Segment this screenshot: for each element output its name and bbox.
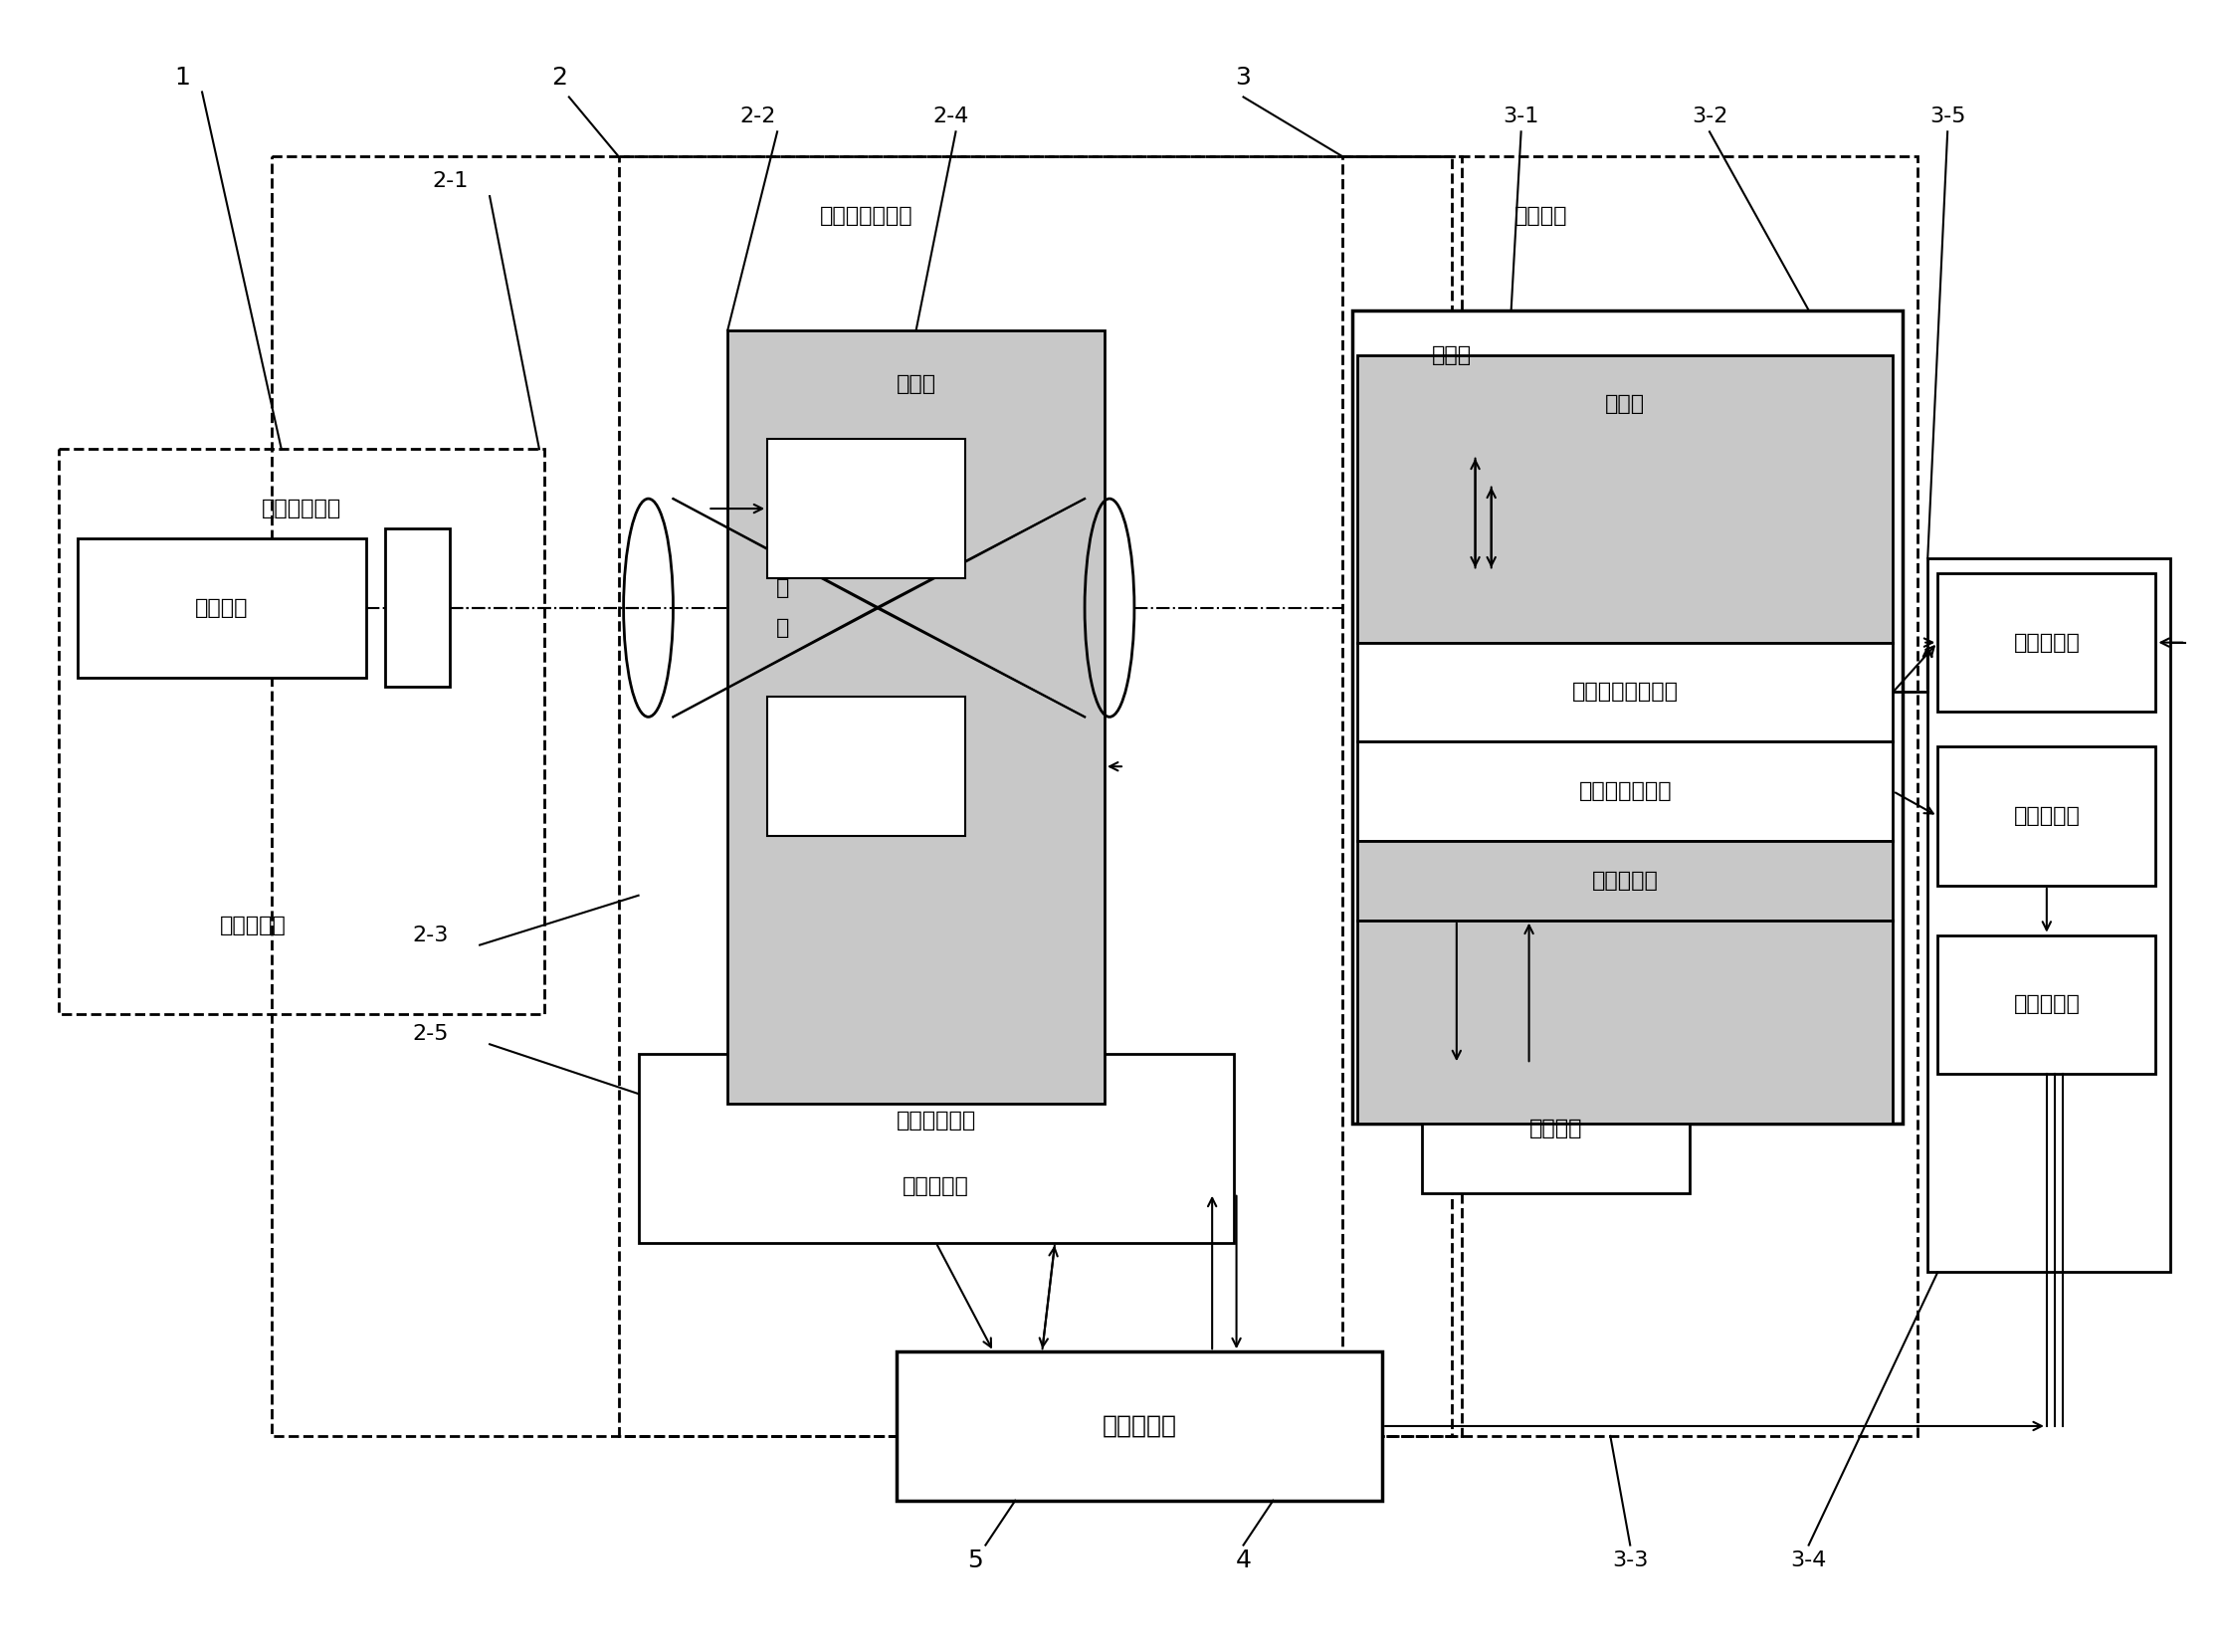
Text: 5: 5	[967, 1548, 983, 1573]
Text: 1: 1	[175, 64, 191, 89]
Text: 计算机系统: 计算机系统	[1103, 1414, 1176, 1437]
Text: 激光光源: 激光光源	[195, 598, 249, 618]
Text: 标准衰减器: 标准衰减器	[220, 915, 286, 935]
Bar	[728, 330, 1105, 1104]
Bar	[1358, 841, 1893, 920]
Bar	[768, 697, 965, 836]
Text: 数字电压表: 数字电压表	[2013, 995, 2079, 1014]
Bar	[1358, 742, 1893, 841]
Text: 待标定激光能量计: 待标定激光能量计	[1571, 682, 1678, 702]
Text: 和控制电路: 和控制电路	[903, 1176, 970, 1196]
Text: 快速光电探测器: 快速光电探测器	[1578, 781, 1671, 801]
Text: 驱动电路: 驱动电路	[1529, 1118, 1582, 1138]
Bar	[58, 449, 544, 1014]
Bar	[386, 529, 450, 687]
Text: 3-2: 3-2	[1691, 107, 1729, 127]
Bar	[1351, 311, 1904, 1123]
Text: 屏蔽罩: 屏蔽罩	[1431, 345, 1471, 365]
Text: 陷阱探测器: 陷阱探测器	[1591, 871, 1658, 890]
Text: 2-5: 2-5	[413, 1024, 448, 1044]
Text: 3-4: 3-4	[1791, 1550, 1826, 1569]
Text: 光: 光	[777, 578, 790, 598]
Bar	[1928, 558, 2170, 1272]
Bar	[1358, 643, 1893, 742]
Text: 标准激光光源: 标准激光光源	[262, 499, 342, 519]
Bar	[1422, 1064, 1689, 1193]
Text: 3-5: 3-5	[1928, 107, 1966, 127]
Text: 直流电机驱动: 直流电机驱动	[896, 1110, 976, 1130]
Text: 阑: 阑	[777, 618, 790, 638]
Bar	[1342, 157, 1917, 1436]
Text: 2-3: 2-3	[413, 925, 448, 945]
Bar	[619, 157, 1451, 1436]
Bar	[1358, 355, 1893, 643]
Text: 保护罩: 保护罩	[896, 375, 936, 395]
Text: 3: 3	[1236, 64, 1252, 89]
Text: 2-4: 2-4	[932, 107, 970, 127]
Text: 3-1: 3-1	[1502, 107, 1540, 127]
Text: 直流放大器: 直流放大器	[2013, 806, 2079, 826]
Bar	[1358, 920, 1893, 1123]
Text: 测量组件: 测量组件	[1513, 206, 1567, 226]
Bar	[1937, 573, 2157, 712]
Text: 数字示波器: 数字示波器	[2013, 633, 2079, 653]
Text: 3-3: 3-3	[1611, 1550, 1649, 1569]
Bar	[896, 1351, 1382, 1500]
Bar	[639, 1054, 1234, 1242]
Text: 4: 4	[1236, 1548, 1252, 1573]
Text: 2-1: 2-1	[433, 172, 468, 192]
Text: 平移台: 平移台	[1604, 395, 1644, 415]
Bar	[1937, 747, 2157, 885]
Bar	[768, 439, 965, 578]
Bar	[78, 539, 366, 677]
Bar	[1937, 935, 2157, 1074]
Text: 脉冲发生器组件: 脉冲发生器组件	[821, 206, 912, 226]
Bar	[271, 157, 1462, 1436]
Text: 2: 2	[550, 64, 568, 89]
Text: 2-2: 2-2	[739, 107, 774, 127]
